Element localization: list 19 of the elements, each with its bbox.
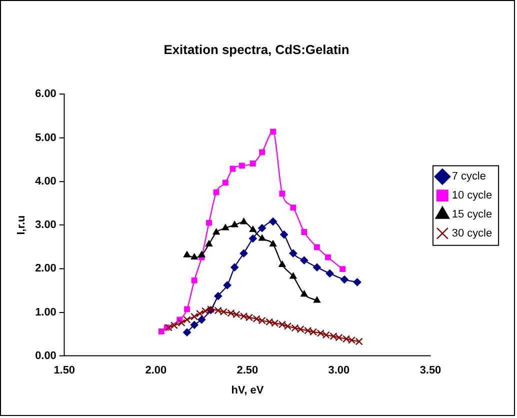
legend-label: 15 cycle — [452, 208, 492, 220]
legend-label: 30 cycle — [452, 227, 492, 240]
y-tick-label: 5.00 — [35, 132, 56, 144]
y-tick-label: 1.00 — [35, 306, 56, 318]
y-tick-label: 4.00 — [35, 175, 56, 188]
legend-label: 7 cycle — [452, 170, 486, 183]
x-tick-label: 2.00 — [145, 364, 167, 376]
y-tick-label: 2.00 — [35, 262, 56, 275]
chart-title: Exitation spectra, CdS:Gelatin — [164, 42, 350, 58]
legend-label: 10 cycle — [452, 190, 492, 202]
x-tick-label: 3.50 — [420, 364, 442, 376]
x-tick-label: 3.00 — [328, 364, 350, 376]
x-tick-label: 1.50 — [54, 364, 76, 376]
y-axis-title: I,r.u — [16, 215, 28, 235]
y-tick-label: 3.00 — [35, 219, 56, 232]
y-tick-label: 0.00 — [35, 350, 56, 362]
y-tick-label: 6.00 — [35, 88, 56, 100]
x-axis-title: hV, eV — [231, 384, 264, 397]
x-tick-label: 2.50 — [236, 364, 258, 376]
